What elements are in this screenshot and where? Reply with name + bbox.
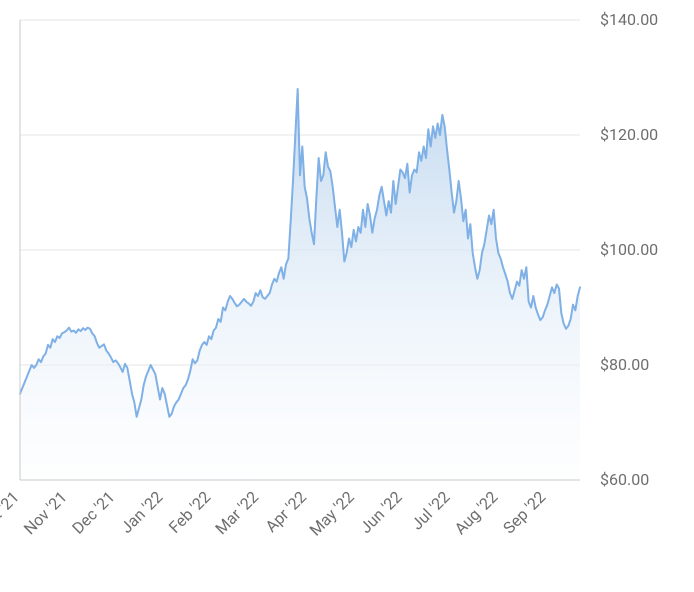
x-axis-label: Apr '22 bbox=[262, 487, 311, 536]
x-axis-label: Jul '22 bbox=[407, 487, 453, 533]
y-axis-label: $100.00 bbox=[600, 240, 658, 259]
y-axis-label: $60.00 bbox=[600, 470, 649, 489]
x-axis-label: Sep '22 bbox=[499, 487, 549, 537]
x-axis-label: Jun '22 bbox=[356, 487, 406, 537]
y-axis-label: $80.00 bbox=[600, 355, 649, 374]
chart-svg: $60.00 $80.00 $100.00 $120.00 $140.00 Oct '2… bbox=[0, 0, 694, 592]
price-chart: $60.00 $80.00 $100.00 $120.00 $140.00 Oct '2… bbox=[0, 0, 694, 592]
x-axis-label: Mar '22 bbox=[211, 487, 262, 538]
x-axis-label: Feb '22 bbox=[165, 487, 214, 536]
x-axis-label: Dec '21 bbox=[68, 487, 118, 537]
x-axis-label: Jan '22 bbox=[117, 487, 167, 537]
x-axis-label: Nov '21 bbox=[20, 487, 71, 538]
y-axis-label: $140.00 bbox=[600, 10, 658, 29]
x-axis-label: Aug '22 bbox=[451, 487, 502, 538]
y-axis-label: $120.00 bbox=[600, 125, 658, 144]
x-axis-label: May '22 bbox=[306, 487, 358, 539]
x-axis-label: Oct '21 bbox=[0, 487, 23, 535]
